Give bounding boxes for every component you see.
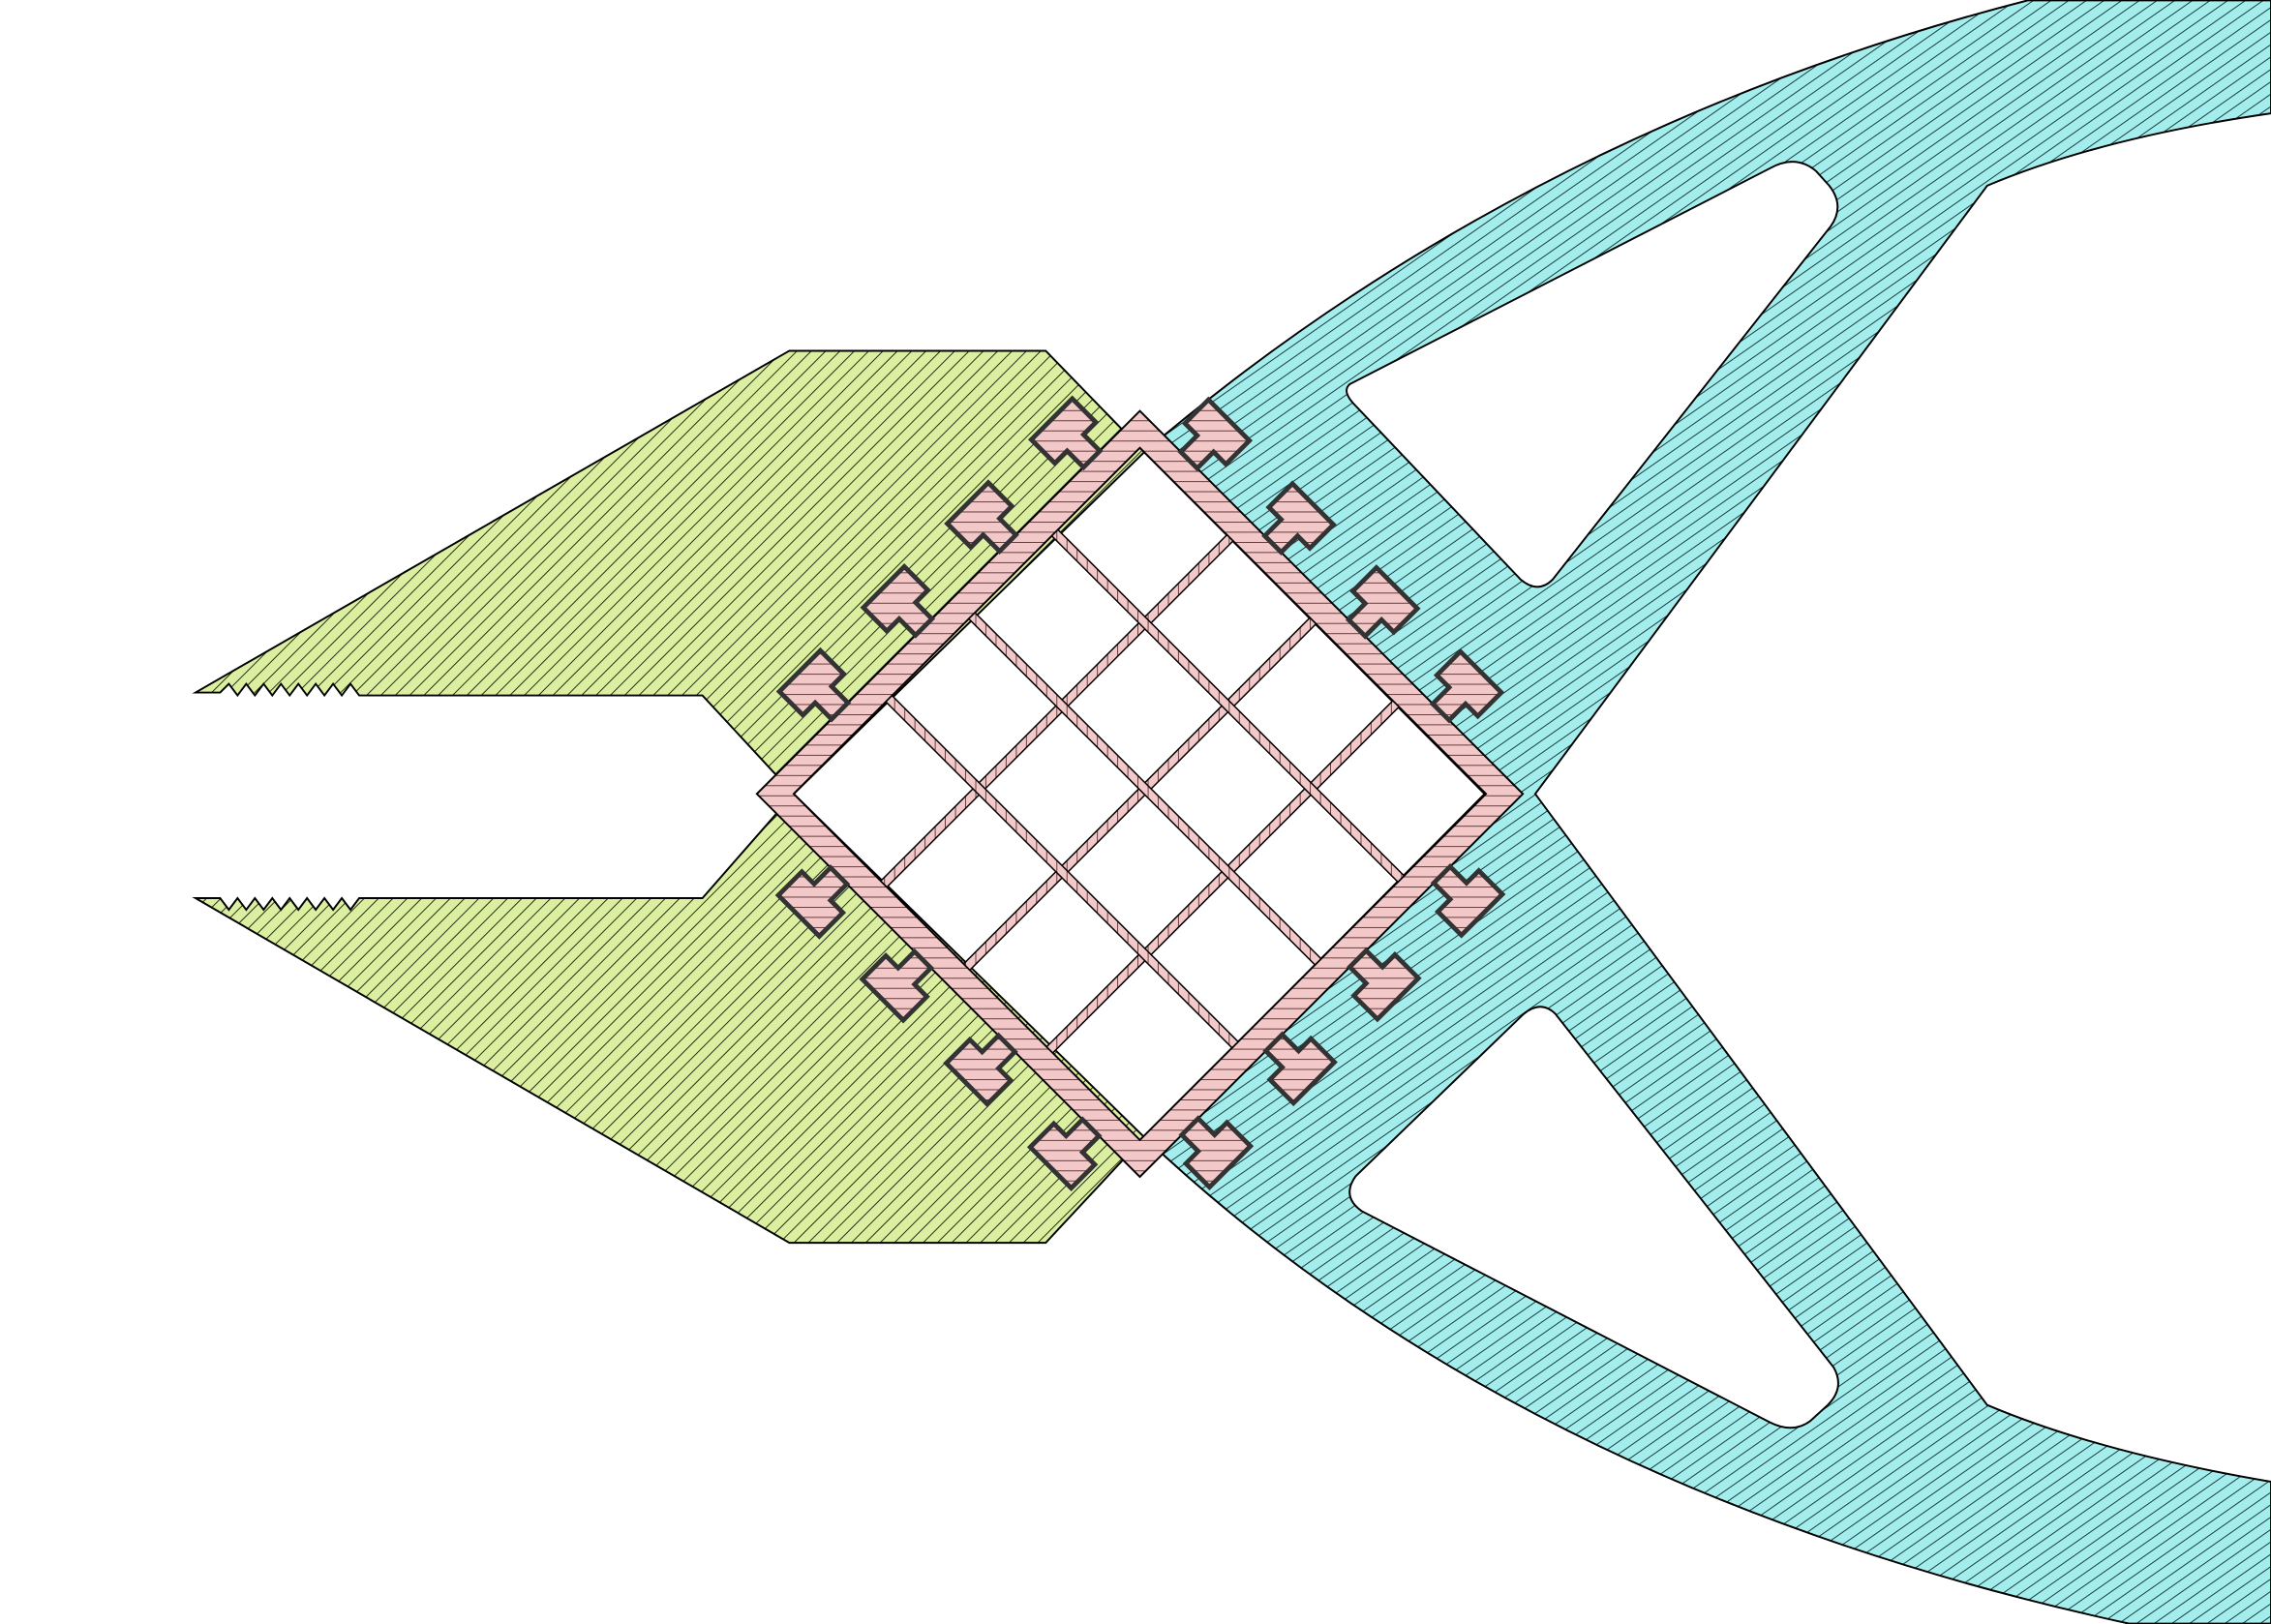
lock-tooth xyxy=(774,864,851,940)
lock-tooth xyxy=(943,1032,1018,1108)
lock-tooth xyxy=(1429,647,1505,724)
lock-tooth xyxy=(1262,1031,1338,1107)
lock-tooth xyxy=(1177,396,1254,472)
lock-tooth xyxy=(1430,863,1506,939)
lock-tooth xyxy=(944,479,1019,555)
beam-h2 xyxy=(967,611,1322,967)
lock-tooth xyxy=(775,647,852,723)
jaw-assembly xyxy=(192,349,1146,1245)
lock-tooth xyxy=(1345,564,1421,640)
lock-tooth xyxy=(1346,947,1422,1023)
handle-frame xyxy=(1142,0,2271,1624)
lattice-frame xyxy=(755,409,1525,1179)
lock-tooth xyxy=(859,947,935,1024)
compliant-lattice xyxy=(755,395,1525,1191)
lock-tooth xyxy=(1026,1116,1103,1191)
upper-jaw xyxy=(192,349,1146,796)
beam-h3 xyxy=(885,694,1240,1049)
lock-teeth xyxy=(774,395,1506,1191)
handle-body xyxy=(1142,0,2271,1624)
lock-tooth xyxy=(1027,395,1104,471)
beam-h1 xyxy=(1050,528,1406,884)
lock-tooth xyxy=(1261,480,1337,556)
beam-v2 xyxy=(962,617,1317,972)
lock-tooth xyxy=(1178,1115,1255,1190)
lattice-beams xyxy=(879,528,1406,1055)
lock-tooth xyxy=(860,563,936,639)
